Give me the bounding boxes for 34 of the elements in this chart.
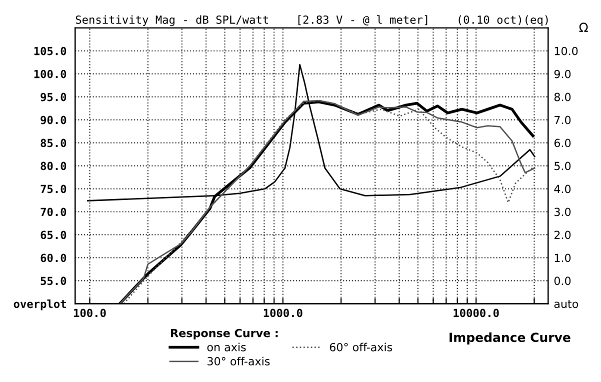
y-tick-label: 100.0 (34, 70, 66, 78)
y-tick-label: 65.0 (40, 230, 66, 240)
legend-label: 60° off-axis (330, 342, 392, 352)
y2-tick-label: 0.0 (554, 276, 571, 286)
y-tick-label: 55.0 (40, 276, 66, 286)
y2-tick-label: 3.0 (554, 208, 571, 216)
legend-title: Response Curve : (171, 328, 278, 340)
chart-title: Sensitivity Mag - dB SPL/watt [2.83 V - @ l meter] (0.10 oct)(eq) (76, 15, 548, 26)
x-tick-label: 10000.0 (454, 308, 499, 318)
y-tick-label: 105.0 (34, 46, 66, 56)
y-tick-label: 80.0 (40, 162, 66, 170)
y2-tick-label: 7.0 (554, 116, 571, 124)
x-tick-label: 1000.0 (264, 308, 302, 318)
legend-label: 30° off-axis (208, 356, 270, 366)
y-tick-label: 90.0 (40, 116, 66, 124)
y2-tick-label: 1.0 (554, 254, 571, 262)
y2-tick-label: 5.0 (554, 162, 571, 170)
y-tick-label: 85.0 (40, 138, 66, 148)
y-tick-label: 75.0 (40, 184, 66, 194)
y2-tick-label: 8.0 (554, 92, 571, 102)
y2-tick-label: 10.0 (554, 46, 578, 56)
y-tick-label: overplot (14, 299, 66, 310)
y2-tick-label: 9.0 (554, 70, 571, 78)
y2-tick-label: 6.0 (554, 138, 571, 148)
y-tick-label: 60.0 (40, 254, 66, 262)
y-tick-label: 95.0 (40, 92, 66, 102)
legend-label: on axis (207, 342, 246, 352)
y2-axis-title: Ω (579, 22, 588, 32)
y-tick-label: 70.0 (40, 208, 66, 216)
y2-tick-label: auto (554, 300, 578, 308)
x-tick-label: 100.0 (74, 308, 106, 318)
y2-tick-label: 2.0 (554, 230, 571, 240)
text: Impedance Curve (450, 332, 570, 344)
y2-tick-label: 4.0 (554, 184, 571, 194)
